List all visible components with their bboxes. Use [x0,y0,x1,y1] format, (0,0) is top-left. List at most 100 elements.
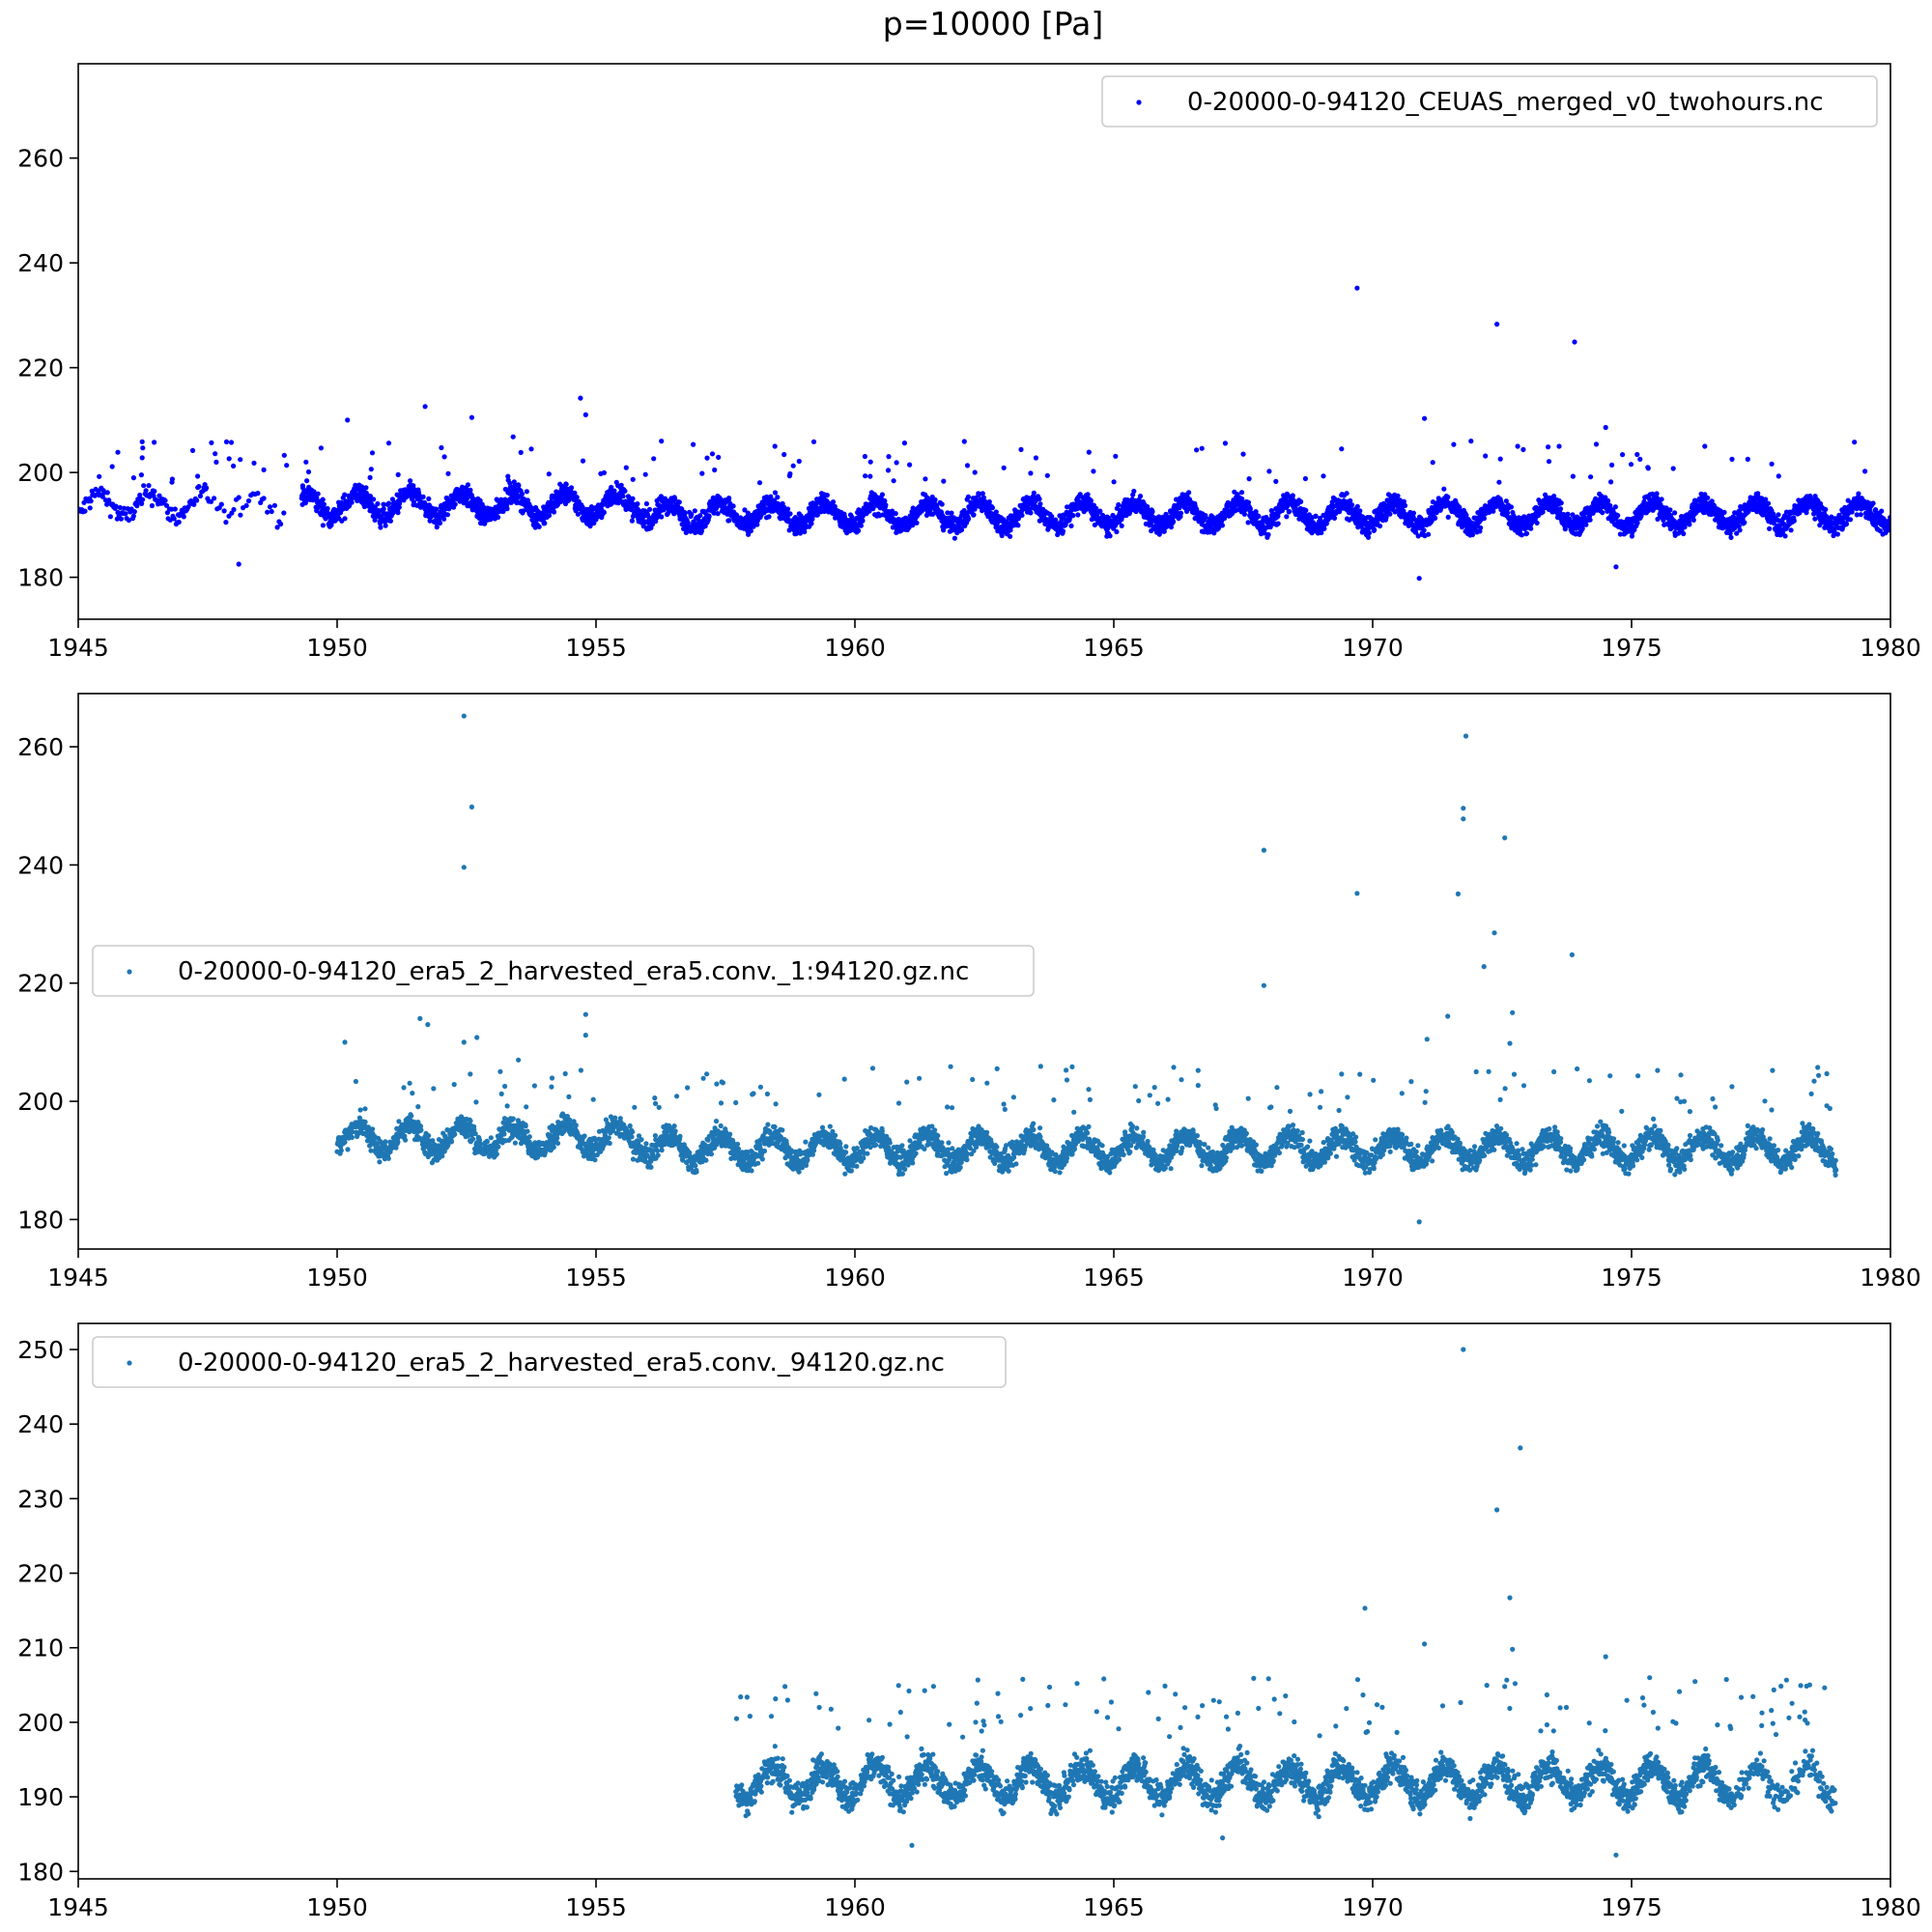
data-point [775,495,781,500]
data-point [1088,497,1094,503]
data-point [546,513,553,519]
data-point [885,468,892,473]
data-point [1791,518,1797,524]
data-point [1070,513,1076,519]
data-point [1372,526,1378,533]
data-point [964,463,971,469]
data-point [140,445,146,451]
data-point [1670,466,1676,471]
data-point [792,515,799,521]
data-point [1765,500,1772,506]
data-point [197,493,203,499]
data-point [766,514,772,520]
data-point [375,500,381,507]
data-point [1094,505,1099,511]
data-point [1654,491,1660,497]
data-point [1019,512,1025,519]
data-point [385,500,392,506]
data-point [809,521,814,526]
data-point [893,511,898,517]
data-point [321,501,327,507]
data-point [965,494,972,499]
data-point [1433,515,1438,522]
data-point [137,492,143,498]
data-point [1478,525,1484,530]
data-point [999,532,1005,539]
data-point [378,525,384,530]
data-point [972,469,978,475]
data-point [97,473,102,479]
data-point [524,489,530,495]
data-point [1354,503,1360,510]
data-point [140,497,146,502]
data-point [1426,531,1432,537]
data-point [1654,495,1660,501]
data-point [507,480,513,486]
data-point [1245,499,1251,505]
data-point [1413,529,1419,535]
data-point [1401,498,1406,504]
data-point [1587,517,1593,523]
data-point [1858,512,1863,518]
data-point [1377,523,1383,529]
data-point [304,478,310,484]
data-point [932,497,938,503]
data-point [930,511,936,517]
data-point [1812,516,1818,522]
data-point [88,498,94,504]
data-point [1776,473,1781,479]
data-point [989,505,995,511]
data-point [1832,527,1837,534]
data-point [395,510,401,516]
data-point [1265,531,1271,538]
data-point [575,511,582,517]
data-point [437,520,443,526]
data-point [772,443,778,449]
data-point [886,454,892,460]
data-point [697,513,703,519]
data-point [342,492,348,497]
data-point [500,508,506,515]
data-point [1085,492,1091,497]
data-point [1579,526,1585,531]
data-point [245,497,252,504]
data-point [914,520,920,526]
data-point [742,507,748,513]
data-point [1834,531,1840,537]
data-point [640,524,646,529]
data-point [1845,497,1851,503]
data-point [255,491,261,497]
data-point [1558,500,1564,506]
data-point [698,528,705,534]
data-point [949,510,954,516]
data-point [1238,490,1245,496]
data-point [152,488,157,495]
data-point [1219,523,1225,528]
data-point [1402,502,1408,509]
data-point [131,509,137,515]
data-point [980,491,985,497]
data-point [580,458,586,464]
data-point [635,501,640,507]
data-point [1331,515,1338,522]
data-point [1615,513,1621,519]
data-point [113,503,119,509]
data-point [315,491,321,497]
data-point [832,503,838,510]
data-point [976,492,981,498]
data-point [1068,523,1074,529]
data-point [754,522,760,527]
data-point [1321,473,1326,479]
data-point [1520,446,1526,452]
data-point [1771,521,1776,526]
data-point [699,470,705,476]
data-point [243,502,249,509]
data-point [1737,527,1743,533]
data-point [1681,530,1687,537]
data-point [546,471,552,477]
data-point [212,496,217,501]
data-point [1588,474,1594,480]
data-point [381,501,386,507]
data-point [1298,498,1304,505]
data-point [1742,520,1747,526]
